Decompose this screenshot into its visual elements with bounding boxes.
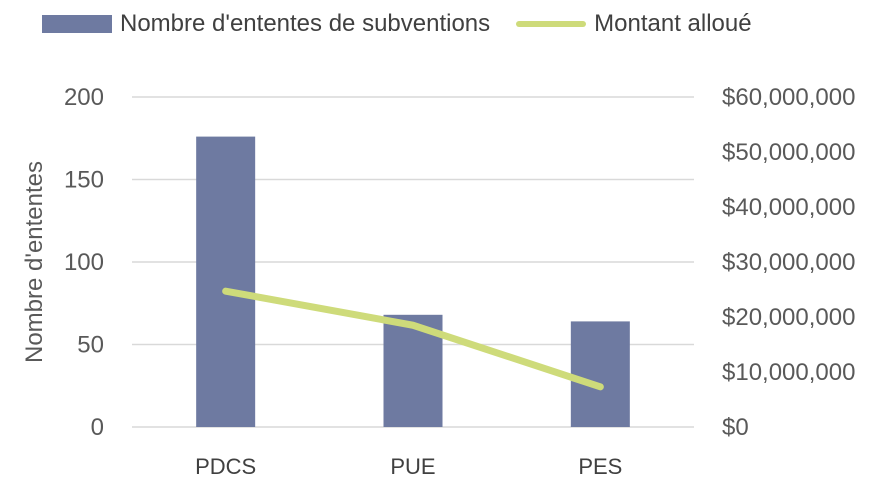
y-tick-label: 200	[64, 84, 104, 111]
x-tick-label: PDCS	[195, 454, 256, 479]
legend-swatch-line	[516, 21, 587, 27]
legend-item-line: Montant alloué	[516, 10, 752, 38]
y2-tick-label: $10,000,000	[722, 359, 855, 386]
legend-item-bars: Nombre d'ententes de subventions	[42, 10, 490, 38]
x-tick-label: PES	[578, 454, 622, 479]
legend-swatch-bars	[42, 15, 112, 33]
y-tick-label: 0	[91, 414, 104, 441]
y2-tick-label: $20,000,000	[722, 304, 855, 331]
bar	[570, 321, 630, 427]
x-tick-label: PUE	[390, 454, 435, 479]
y2-tick-label: $60,000,000	[722, 84, 855, 111]
y2-tick-label: $30,000,000	[722, 249, 855, 276]
y2-tick-label: $50,000,000	[722, 139, 855, 166]
bar	[196, 136, 256, 427]
y-tick-label: 100	[64, 249, 104, 276]
legend-label-line: Montant alloué	[594, 10, 752, 37]
y-axis-title: Nombre d'ententes	[21, 161, 48, 363]
y-tick-label: 50	[77, 332, 104, 359]
legend: Nombre d'ententes de subventions Montant…	[42, 10, 778, 38]
y-tick-label: 150	[64, 167, 104, 194]
y2-tick-label: $0	[722, 414, 749, 441]
y2-tick-label: $40,000,000	[722, 194, 855, 221]
legend-label-bars: Nombre d'ententes de subventions	[120, 10, 491, 37]
